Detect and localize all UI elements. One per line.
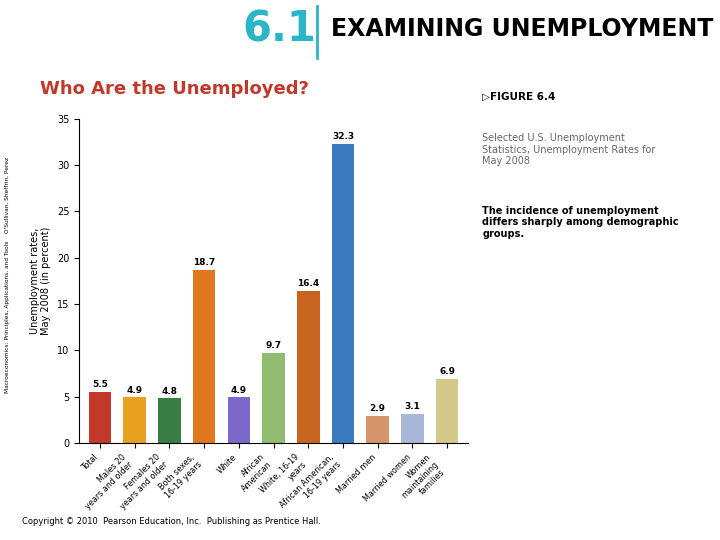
Text: 4.9: 4.9: [127, 386, 143, 395]
Bar: [158, 399, 181, 443]
Text: 6.1: 6.1: [243, 8, 316, 50]
Bar: [228, 397, 250, 443]
Text: 16.4: 16.4: [297, 279, 320, 288]
Y-axis label: Unemployment rates,
May 2008 (in percent): Unemployment rates, May 2008 (in percent…: [30, 227, 51, 335]
Text: Who Are the Unemployed?: Who Are the Unemployed?: [40, 80, 309, 98]
Text: 13 of 33: 13 of 33: [633, 516, 678, 526]
Text: 32.3: 32.3: [332, 132, 354, 141]
Text: 18.7: 18.7: [193, 258, 215, 267]
Text: 4.9: 4.9: [231, 386, 247, 395]
Text: Measuring a Nation's
Production and Income: Measuring a Nation's Production and Inco…: [19, 30, 107, 49]
Text: 4.8: 4.8: [161, 387, 177, 396]
Text: 2.9: 2.9: [370, 404, 386, 413]
Bar: [89, 392, 112, 443]
Bar: [193, 269, 215, 443]
Bar: [436, 379, 459, 443]
Bar: [366, 416, 389, 443]
Bar: [297, 291, 320, 443]
Text: 6.9: 6.9: [439, 367, 455, 376]
Text: Selected U.S. Unemployment
Statistics, Unemployment Rates for
May 2008: Selected U.S. Unemployment Statistics, U…: [482, 133, 656, 166]
Bar: [262, 353, 285, 443]
Bar: [332, 144, 354, 443]
Bar: [123, 397, 146, 443]
Bar: [401, 414, 424, 443]
Text: EXAMINING UNEMPLOYMENT: EXAMINING UNEMPLOYMENT: [331, 17, 714, 41]
Text: Copyright © 2010  Pearson Education, Inc.  Publishing as Prentice Hall.: Copyright © 2010 Pearson Education, Inc.…: [22, 517, 320, 525]
Text: 3.1: 3.1: [405, 402, 420, 411]
Text: 5.5: 5.5: [92, 380, 108, 389]
Text: Macroeconomics: Principles, Applications, and Tools    O'Sullivan, Sheffrin, Per: Macroeconomics: Principles, Applications…: [6, 157, 10, 394]
Text: ▷FIGURE 6.4: ▷FIGURE 6.4: [482, 92, 556, 102]
Text: The incidence of unemployment
differs sharply among demographic
groups.: The incidence of unemployment differs sh…: [482, 206, 679, 239]
Text: 9.7: 9.7: [266, 341, 282, 350]
Text: CHAPTER 5: CHAPTER 5: [19, 11, 84, 21]
